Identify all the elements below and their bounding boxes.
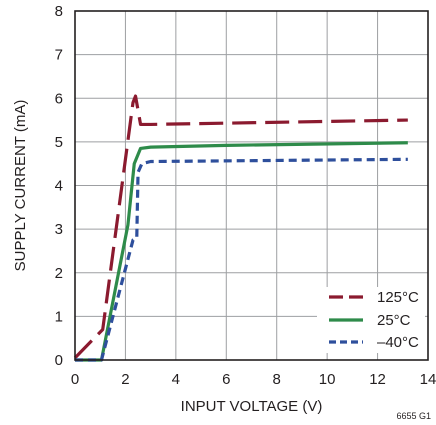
x-tick-label: 10: [319, 371, 336, 388]
y-tick-label: 7: [55, 47, 63, 64]
x-tick-label: 8: [273, 371, 281, 388]
x-tick-label: 6: [222, 371, 230, 388]
figure-id: 6655 G1: [396, 411, 431, 421]
legend: 125°C 25°C –40°C: [317, 287, 425, 353]
series-line-125c: [73, 94, 408, 359]
legend-label-minus40c: –40°C: [377, 334, 419, 351]
x-axis-label: INPUT VOLTAGE (V): [181, 398, 323, 415]
x-tick-label: 14: [420, 371, 436, 388]
y-tick-label: 8: [55, 3, 63, 20]
y-tick-label: 4: [55, 178, 63, 195]
y-tick-label: 6: [55, 90, 63, 107]
y-tick-label: 5: [55, 134, 63, 151]
x-tick-label: 4: [172, 371, 180, 388]
x-tick-label: 2: [121, 371, 129, 388]
series-line-minus40c: [75, 157, 408, 362]
x-tick-label: 0: [71, 371, 79, 388]
legend-label-25c: 25°C: [377, 312, 411, 329]
plot-frame: [74, 10, 429, 361]
legend-label-125c: 125°C: [377, 289, 419, 306]
plot-series: [73, 94, 408, 362]
series-line-25c: [75, 141, 408, 362]
y-tick-label: 1: [55, 308, 63, 325]
y-tick-label: 0: [55, 352, 63, 369]
y-tick-label: 2: [55, 265, 63, 282]
y-tick-label: 3: [55, 221, 63, 238]
x-tick-label: 12: [369, 371, 386, 388]
y-axis-label: SUPPLY CURRENT (mA): [12, 100, 29, 272]
